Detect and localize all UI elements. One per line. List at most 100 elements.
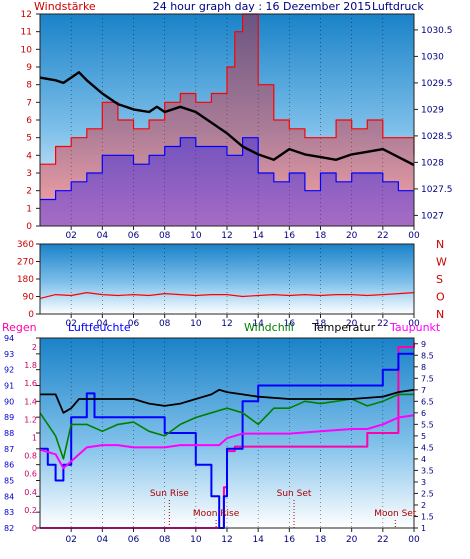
direction-panel-x-tick-label: 00 (408, 319, 420, 329)
wind-panel-x-tick-label: 12 (221, 231, 232, 241)
pressure-right-tick-label: 1027.5 (421, 185, 453, 195)
direction-panel-x-tick-label: 10 (190, 319, 202, 329)
wind-panel-x-tick-label: 08 (159, 231, 171, 241)
direction-panel-x-tick-label: 22 (377, 319, 388, 329)
wind-left-tick-label: 6 (26, 116, 32, 126)
humidity-series-line (40, 352, 414, 529)
direction-left-tick-label: 0 (28, 310, 34, 320)
legend-entry-windchill: Windchill (244, 321, 294, 334)
climate-panel-x-tick-label: 20 (346, 535, 358, 545)
direction-panel-x-tick-label: 14 (252, 319, 264, 329)
wind-left-tick-label: 0 (26, 222, 32, 232)
climate-panel-x-tick-label: 02 (65, 535, 76, 545)
pressure-right-tick-label: 1030 (421, 52, 444, 62)
chart-title: 24 hour graph day : 16 Dezember 2015 (153, 0, 372, 13)
rain-tick-label: 0.8 (24, 452, 37, 461)
temperature-tick-label: 8 (421, 363, 426, 372)
temperature-tick-label: 1 (421, 524, 426, 533)
humidity-tick-label: 85 (4, 477, 14, 486)
pressure-right-tick-label: 1029 (421, 105, 444, 115)
climate-panel-x-tick-label: 12 (221, 535, 232, 545)
humidity-tick-label: 90 (4, 397, 14, 406)
wind-panel-x-tick-label: 06 (128, 231, 140, 241)
temperature-tick-label: 4 (421, 455, 426, 464)
pressure-right-tick-label: 1027 (421, 211, 444, 221)
compass-direction-label: W (436, 256, 447, 269)
humidity-tick-label: 89 (4, 413, 14, 422)
rain-tick-label: 2 (32, 343, 37, 352)
direction-panel-x-tick-label: 06 (128, 319, 140, 329)
compass-direction-label: S (436, 273, 443, 286)
astro-annotation-sun-set: Sun Set (277, 489, 312, 499)
wind-left-tick-label: 5 (26, 134, 32, 144)
temperature-series-line (40, 388, 415, 414)
direction-panel-x-tick-label: 12 (221, 319, 232, 329)
wind-left-tick-label: 7 (26, 98, 32, 108)
humidity-tick-label: 82 (4, 524, 14, 533)
humidity-tick-label: 84 (4, 492, 14, 501)
humidity-tick-label: 94 (4, 334, 14, 343)
wind-axis-title: Windstärke (34, 0, 96, 13)
humidity-tick-label: 91 (4, 382, 14, 391)
climate-panel-x-tick-label: 00 (408, 535, 420, 545)
wind-left-tick-label: 1 (26, 204, 32, 214)
rain-series-line (40, 342, 415, 529)
astro-annotation-moon-set: Moon Set (374, 509, 417, 519)
climate-panel-x-tick-label: 14 (252, 535, 264, 545)
wind-series-line-0 (40, 13, 415, 165)
rain-tick-label: 0 (32, 524, 37, 533)
wind-series-line-1 (40, 137, 414, 201)
wind-left-tick-label: 8 (26, 81, 32, 91)
temperature-tick-label: 2 (421, 501, 426, 510)
wind-panel-x-tick-label: 18 (315, 231, 327, 241)
temperature-tick-label: 7.5 (421, 374, 434, 383)
wind-left-tick-label: 2 (26, 187, 32, 197)
humidity-tick-label: 83 (4, 508, 14, 517)
wind-left-tick-label: 4 (26, 151, 32, 161)
wind-panel-x-tick-label: 22 (377, 231, 388, 241)
astro-annotation-moon-rise: Moon Rise (193, 509, 240, 519)
wind-left-tick-label: 10 (21, 45, 33, 55)
direction-panel-x-tick-label: 18 (315, 319, 327, 329)
wind-panel-x-tick-label: 14 (252, 231, 264, 241)
pressure-series-line (39, 71, 415, 167)
wind-panel-x-tick-label: 00 (408, 231, 420, 241)
pressure-axis-title: Luftdruck (372, 0, 424, 13)
compass-direction-label: N (436, 308, 444, 321)
wind-left-tick-label: 11 (21, 28, 32, 38)
compass-direction-label: N (436, 238, 444, 251)
wind-left-tick-label: 3 (26, 169, 32, 179)
rain-tick-label: 1.2 (24, 415, 37, 424)
direction-panel-plot-background (40, 244, 414, 314)
direction-panel-x-tick-label: 20 (346, 319, 358, 329)
direction-panel-x-tick-label: 16 (284, 319, 296, 329)
pressure-right-tick-label: 1028.5 (421, 132, 453, 142)
rain-tick-label: 0.6 (24, 470, 37, 479)
compass-direction-label: O (436, 291, 445, 304)
climate-panel-x-tick-label: 18 (315, 535, 327, 545)
humidity-tick-label: 87 (4, 445, 14, 454)
direction-panel-x-tick-label: 08 (159, 319, 171, 329)
rain-tick-label: 1 (32, 434, 37, 443)
temperature-tick-label: 6.5 (421, 397, 434, 406)
temperature-tick-label: 5 (421, 432, 426, 441)
temperature-tick-label: 2.5 (421, 489, 434, 498)
temperature-tick-label: 1.5 (421, 512, 434, 521)
pressure-right-tick-label: 1030.5 (421, 26, 453, 36)
direction-left-tick-label: 360 (17, 240, 34, 250)
legend-entry-temperatur: Temperatur (311, 321, 376, 334)
temperature-tick-label: 3 (421, 478, 426, 487)
wind-left-tick-label: 12 (21, 10, 32, 20)
legend-entry-taupunkt: Taupunkt (389, 321, 441, 334)
direction-left-tick-label: 180 (17, 275, 34, 285)
legend-entry-regen: Regen (2, 321, 37, 334)
climate-panel-x-tick-label: 06 (128, 535, 140, 545)
climate-panel-x-tick-label: 10 (190, 535, 202, 545)
astro-annotation-sun-rise: Sun Rise (150, 489, 189, 499)
rain-tick-label: 1.6 (24, 379, 37, 388)
temperature-tick-label: 5.5 (421, 420, 434, 429)
rain-tick-label: 0.4 (24, 488, 37, 497)
wind-left-tick-label: 9 (26, 63, 32, 73)
direction-series-line-0 (39, 292, 415, 299)
